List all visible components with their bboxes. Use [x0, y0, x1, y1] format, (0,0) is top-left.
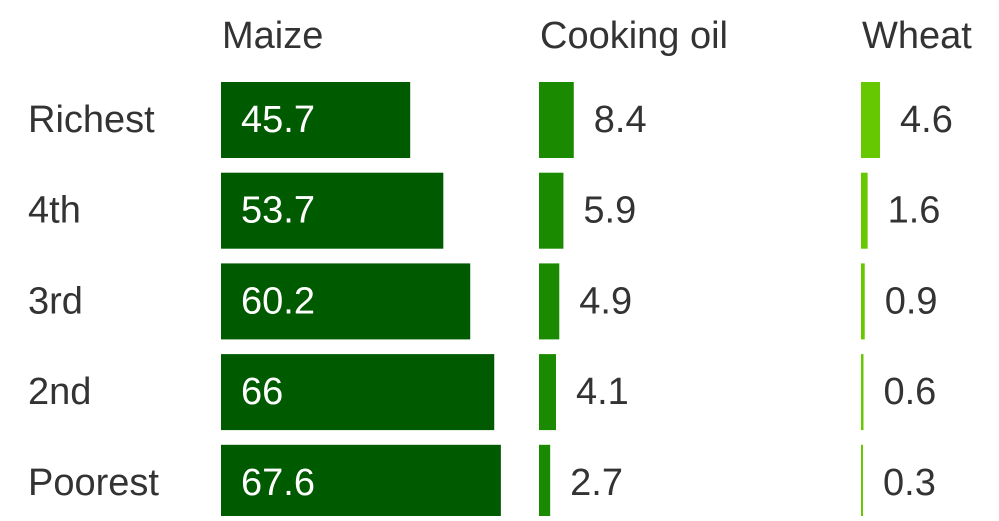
bar [221, 444, 501, 521]
value-label: 60.2 [241, 280, 315, 322]
bar [539, 444, 551, 521]
row-label: Poorest [28, 462, 159, 504]
value-label: 0.3 [883, 462, 936, 504]
bar [221, 354, 495, 431]
panel-title: Wheat [862, 15, 972, 57]
panel-title: Maize [222, 15, 323, 57]
bar [221, 263, 471, 340]
bar [539, 82, 574, 158]
bar [861, 354, 864, 431]
bar [861, 82, 881, 158]
value-label: 4.6 [900, 99, 953, 141]
bar [539, 354, 556, 431]
value-label: 1.6 [888, 190, 941, 232]
bar [861, 172, 868, 249]
value-label: 4.9 [579, 280, 632, 322]
row-label: 4th [28, 190, 81, 232]
row-label: Richest [28, 99, 155, 141]
value-label: 5.9 [583, 190, 636, 232]
panel-title: Cooking oil [540, 15, 728, 57]
value-label: 67.6 [241, 462, 315, 504]
bar [221, 172, 444, 249]
value-label: 66 [241, 371, 283, 413]
row-label: 3rd [28, 280, 83, 322]
bar [861, 263, 865, 340]
bar [539, 263, 560, 340]
value-label: 4.1 [576, 371, 629, 413]
value-label: 2.7 [570, 462, 623, 504]
value-label: 8.4 [594, 99, 647, 141]
value-label: 0.9 [885, 280, 938, 322]
row-label: 2nd [28, 371, 91, 413]
value-label: 53.7 [241, 190, 315, 232]
value-label: 45.7 [241, 99, 315, 141]
value-label: 0.6 [883, 371, 936, 413]
bar [221, 82, 411, 158]
bar [861, 444, 863, 521]
bar [539, 172, 564, 249]
